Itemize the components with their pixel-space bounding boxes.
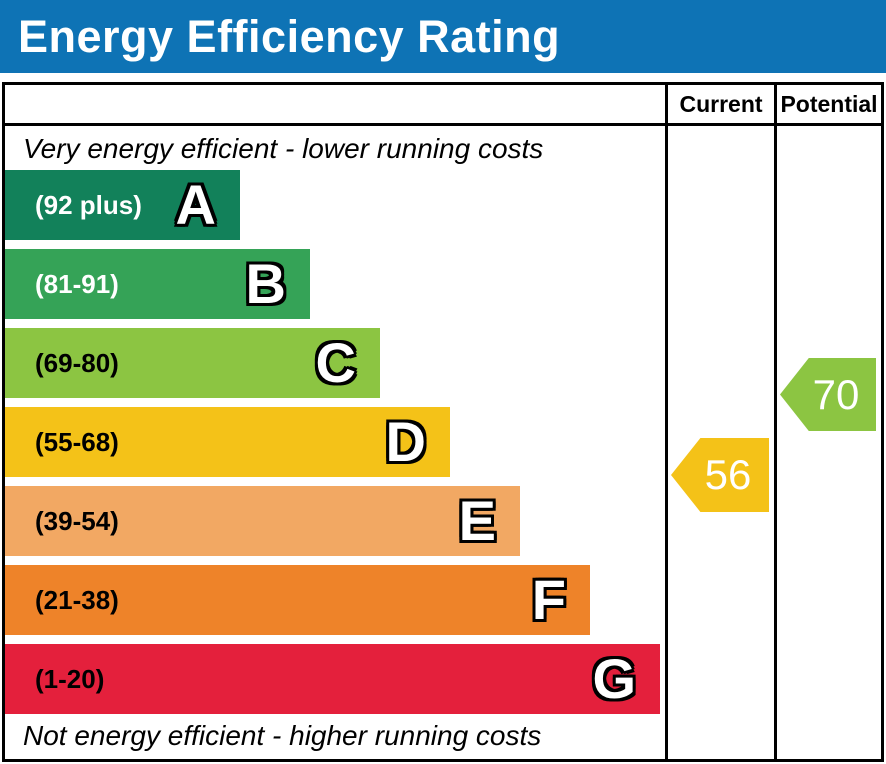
band-d-letter: D	[385, 410, 426, 473]
band-g-range-label: (1-20)	[35, 663, 105, 694]
band-f-letter: F	[531, 568, 566, 631]
potential-rating-value: 70	[812, 370, 860, 418]
bands-column: Very energy efficient - lower running co…	[5, 126, 665, 759]
rating-table: Current Potential Very energy efficient …	[2, 82, 884, 762]
table-body-row: Very energy efficient - lower running co…	[5, 126, 881, 759]
band-a: (92 plus) A	[5, 170, 240, 240]
band-e: (39-54) E	[5, 486, 520, 556]
band-c-letter: C	[315, 331, 356, 394]
potential-column: 70	[774, 126, 881, 759]
potential-rating-arrow: 70	[780, 358, 876, 431]
band-e-range-label: (39-54)	[35, 505, 119, 536]
band-c: (69-80) C	[5, 328, 380, 398]
title-bar: Energy Efficiency Rating	[0, 0, 886, 73]
current-column: 56	[665, 126, 774, 759]
header-bands-cell	[5, 85, 665, 123]
header-current-cell: Current	[665, 85, 774, 123]
band-g-letter: G	[592, 647, 636, 710]
band-b-letter: B	[245, 252, 286, 315]
band-d-range-label: (55-68)	[35, 426, 119, 457]
band-a-range-label: (92 plus)	[35, 189, 142, 220]
page-title: Energy Efficiency Rating	[18, 10, 561, 62]
current-rating-value: 56	[704, 451, 752, 498]
band-d: (55-68) D	[5, 407, 450, 477]
band-e-letter: E	[458, 489, 496, 552]
potential-column-header: Potential	[780, 90, 878, 117]
band-a-letter: A	[175, 173, 216, 236]
bottom-caption: Not energy efficient - higher running co…	[23, 720, 542, 751]
current-column-header: Current	[679, 90, 763, 117]
band-g: (1-20) G	[5, 644, 660, 714]
table-header-row: Current Potential	[5, 85, 881, 126]
band-b-range-label: (81-91)	[35, 268, 119, 299]
band-f-range-label: (21-38)	[35, 584, 119, 615]
top-caption: Very energy efficient - lower running co…	[23, 133, 544, 164]
current-rating-arrow: 56	[671, 438, 769, 512]
header-potential-cell: Potential	[774, 85, 881, 123]
band-c-range-label: (69-80)	[35, 347, 119, 378]
band-b: (81-91) B	[5, 249, 310, 319]
band-f: (21-38) F	[5, 565, 590, 635]
